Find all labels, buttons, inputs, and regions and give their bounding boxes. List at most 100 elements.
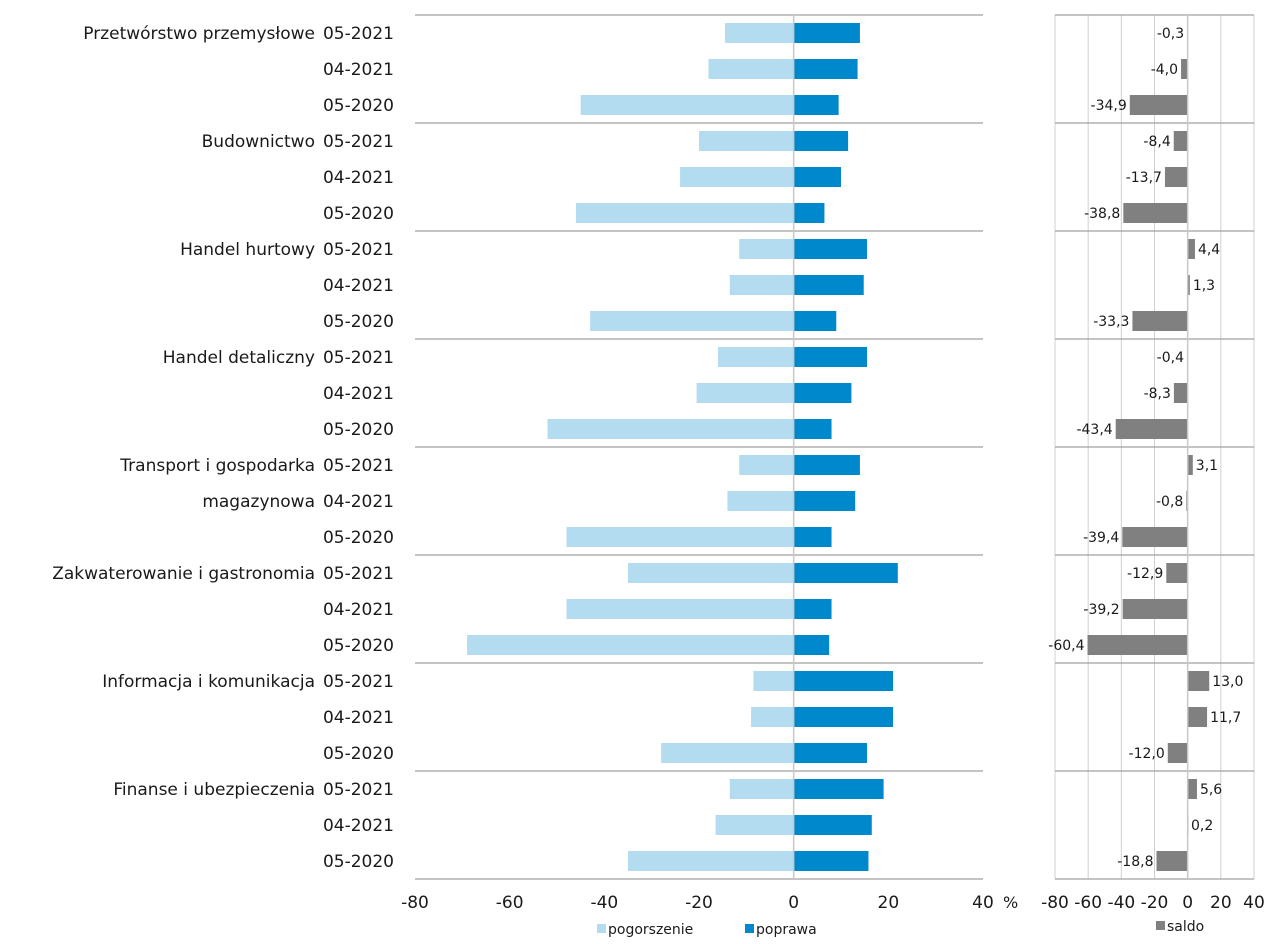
bar-poprawa xyxy=(793,383,852,403)
period-label: 05-2021 xyxy=(323,564,394,584)
legend-swatch-pogorszenie xyxy=(597,924,606,933)
bar-poprawa xyxy=(793,563,898,583)
saldo-data-label: -39,2 xyxy=(1083,602,1119,618)
period-label: 05-2021 xyxy=(323,240,394,260)
bar-poprawa xyxy=(793,59,858,79)
saldo-data-label: -60,4 xyxy=(1048,638,1084,654)
left-x-tick-labels: -80 -60 -40 -20 0 20 40 xyxy=(401,893,994,913)
bar-poprawa xyxy=(793,779,884,799)
bar-pogorszenie xyxy=(729,275,794,295)
period-label: 05-2020 xyxy=(323,744,394,764)
left-chart-grid xyxy=(415,14,983,880)
saldo-data-label: -13,7 xyxy=(1126,170,1162,186)
left-x-tick-label: 20 xyxy=(878,893,900,913)
saldo-data-label: 11,7 xyxy=(1210,710,1241,726)
period-label: 04-2021 xyxy=(323,60,394,80)
left-x-tick-label: 0 xyxy=(788,893,799,913)
saldo-data-label: -34,9 xyxy=(1091,98,1127,114)
bar-pogorszenie xyxy=(699,131,794,151)
bar-poprawa xyxy=(793,131,849,151)
bar-poprawa xyxy=(793,311,837,331)
bar-pogorszenie xyxy=(547,419,794,439)
left-x-tick-label: -80 xyxy=(401,893,429,913)
bar-saldo xyxy=(1166,563,1188,583)
period-label: 05-2020 xyxy=(323,852,394,872)
group-label: Przetwórstwo przemysłowe xyxy=(83,24,315,44)
period-label: 04-2021 xyxy=(323,600,394,620)
bar-saldo xyxy=(1187,707,1208,727)
bar-saldo xyxy=(1187,779,1197,799)
bar-saldo xyxy=(1115,419,1188,439)
bar-saldo xyxy=(1187,239,1195,259)
bar-saldo xyxy=(1122,599,1188,619)
period-label: 05-2020 xyxy=(323,420,394,440)
saldo-data-label: -8,4 xyxy=(1143,134,1170,150)
group-label: Handel hurtowy xyxy=(180,240,315,260)
saldo-data-label: 3,1 xyxy=(1196,458,1218,474)
period-label: 05-2020 xyxy=(323,204,394,224)
bar-poprawa xyxy=(793,527,832,547)
right-x-tick-label: 40 xyxy=(1243,893,1265,913)
left-chart-bars xyxy=(467,15,898,879)
bar-pogorszenie xyxy=(590,311,794,331)
bar-saldo xyxy=(1181,59,1188,79)
period-label: 05-2020 xyxy=(323,312,394,332)
saldo-data-label: -18,8 xyxy=(1117,854,1153,870)
bar-pogorszenie xyxy=(708,59,794,79)
bar-saldo xyxy=(1187,275,1190,295)
bar-pogorszenie xyxy=(739,239,794,259)
bar-saldo xyxy=(1167,743,1188,763)
saldo-data-label: 4,4 xyxy=(1198,242,1220,258)
bar-pogorszenie xyxy=(753,671,794,691)
left-x-tick-label: 40 xyxy=(972,893,994,913)
bar-poprawa xyxy=(793,671,894,691)
bar-saldo xyxy=(1132,311,1188,331)
bar-saldo xyxy=(1122,527,1188,547)
bar-pogorszenie xyxy=(628,851,794,871)
bar-pogorszenie xyxy=(739,455,794,475)
group-label: Informacja i komunikacja xyxy=(102,672,315,692)
legend-label-poprawa: poprawa xyxy=(756,922,817,938)
bar-pogorszenie xyxy=(580,95,794,115)
bar-pogorszenie xyxy=(628,563,794,583)
bar-poprawa xyxy=(793,455,860,475)
saldo-data-label: -39,4 xyxy=(1083,530,1119,546)
right-chart-bars: -0,3 -4,0 -34,9 -8,4 -13,7 -38,8 4,4 1,3 -33,3 -0… xyxy=(1048,15,1243,879)
group-label: Finanse i ubezpieczenia xyxy=(113,780,315,800)
bar-pogorszenie xyxy=(727,491,794,511)
period-label: 05-2020 xyxy=(323,96,394,116)
saldo-data-label: 13,0 xyxy=(1212,674,1243,690)
saldo-data-label: -0,8 xyxy=(1156,494,1183,510)
saldo-data-label: -12,9 xyxy=(1127,566,1163,582)
group-label: Budownictwo xyxy=(202,132,315,152)
right-x-tick-labels: -80 -60 -40 -20 0 20 40 xyxy=(1041,893,1265,913)
period-label: 05-2021 xyxy=(323,132,394,152)
right-x-tick-label: -80 xyxy=(1041,893,1069,913)
bar-poprawa xyxy=(793,491,856,511)
saldo-data-label: 0,2 xyxy=(1191,818,1213,834)
bar-pogorszenie xyxy=(467,635,794,655)
saldo-data-label: -38,8 xyxy=(1084,206,1120,222)
bar-poprawa xyxy=(793,635,830,655)
bar-saldo xyxy=(1173,383,1188,403)
bar-poprawa xyxy=(793,275,864,295)
saldo-data-label: -8,3 xyxy=(1144,386,1171,402)
bar-saldo xyxy=(1129,95,1188,115)
x-axis-unit: % xyxy=(1003,893,1018,912)
period-label: 05-2021 xyxy=(323,780,394,800)
period-label: 05-2021 xyxy=(323,24,394,44)
bar-saldo xyxy=(1187,671,1210,691)
period-label: 05-2021 xyxy=(323,672,394,692)
period-label: 04-2021 xyxy=(323,708,394,728)
right-x-tick-label: 20 xyxy=(1210,893,1232,913)
group-label: Transport i gospodarka xyxy=(119,456,315,476)
bar-pogorszenie xyxy=(715,815,794,835)
right-x-tick-label: -60 xyxy=(1074,893,1102,913)
bar-poprawa xyxy=(793,851,869,871)
right-x-tick-label: -40 xyxy=(1107,893,1135,913)
legend-swatch-saldo xyxy=(1156,921,1165,930)
bar-pogorszenie xyxy=(696,383,794,403)
right-x-tick-label: 0 xyxy=(1182,893,1193,913)
saldo-data-label: -33,3 xyxy=(1093,314,1129,330)
